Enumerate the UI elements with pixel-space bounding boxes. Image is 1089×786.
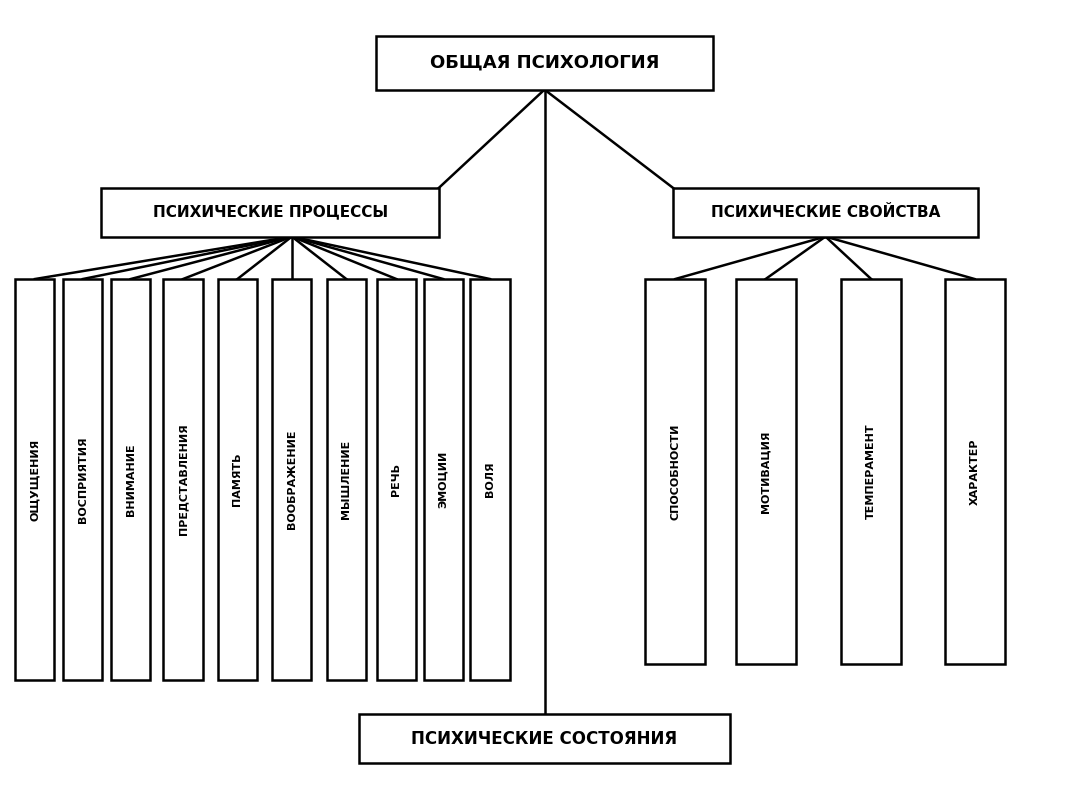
Text: ОБЩАЯ ПСИХОЛОГИЯ: ОБЩАЯ ПСИХОЛОГИЯ	[430, 54, 659, 72]
Text: ПСИХИЧЕСКИЕ СОСТОЯНИЯ: ПСИХИЧЕСКИЕ СОСТОЯНИЯ	[412, 730, 677, 747]
FancyBboxPatch shape	[163, 279, 203, 680]
Text: ОЩУЩЕНИЯ: ОЩУЩЕНИЯ	[29, 439, 40, 520]
Text: ВНИМАНИЕ: ВНИМАНИЕ	[125, 443, 136, 516]
Text: МОТИВАЦИЯ: МОТИВАЦИЯ	[760, 431, 771, 512]
FancyBboxPatch shape	[945, 279, 1005, 664]
FancyBboxPatch shape	[327, 279, 366, 680]
Text: ВОЛЯ: ВОЛЯ	[485, 461, 495, 498]
FancyBboxPatch shape	[101, 188, 439, 237]
FancyBboxPatch shape	[470, 279, 510, 680]
Text: РЕЧЬ: РЕЧЬ	[391, 463, 402, 496]
FancyBboxPatch shape	[111, 279, 150, 680]
FancyBboxPatch shape	[842, 279, 902, 664]
FancyBboxPatch shape	[359, 714, 730, 763]
Text: МЫШЛЕНИЕ: МЫШЛЕНИЕ	[341, 440, 352, 519]
Text: ЭМОЦИИ: ЭМОЦИИ	[438, 451, 449, 508]
FancyBboxPatch shape	[15, 279, 54, 680]
FancyBboxPatch shape	[376, 36, 713, 90]
Text: ТЕМПЕРАМЕНТ: ТЕМПЕРАМЕНТ	[866, 424, 877, 520]
FancyBboxPatch shape	[377, 279, 416, 680]
FancyBboxPatch shape	[736, 279, 795, 664]
Text: ПАМЯТЬ: ПАМЯТЬ	[232, 453, 243, 506]
FancyBboxPatch shape	[272, 279, 311, 680]
FancyBboxPatch shape	[673, 188, 978, 237]
Text: ВООБРАЖЕНИЕ: ВООБРАЖЕНИЕ	[286, 430, 297, 529]
Text: ВОСПРИЯТИЯ: ВОСПРИЯТИЯ	[77, 436, 88, 523]
Text: ПСИХИЧЕСКИЕ ПРОЦЕССЫ: ПСИХИЧЕСКИЕ ПРОЦЕССЫ	[152, 204, 388, 220]
Text: ПРЕДСТАВЛЕНИЯ: ПРЕДСТАВЛЕНИЯ	[178, 424, 188, 535]
Text: ПСИХИЧЕСКИЕ СВОЙСТВА: ПСИХИЧЕСКИЕ СВОЙСТВА	[711, 204, 940, 220]
Text: СПОСОБНОСТИ: СПОСОБНОСТИ	[670, 424, 681, 520]
FancyBboxPatch shape	[645, 279, 706, 664]
FancyBboxPatch shape	[63, 279, 102, 680]
Text: ХАРАКТЕР: ХАРАКТЕР	[969, 439, 980, 505]
FancyBboxPatch shape	[424, 279, 463, 680]
FancyBboxPatch shape	[218, 279, 257, 680]
